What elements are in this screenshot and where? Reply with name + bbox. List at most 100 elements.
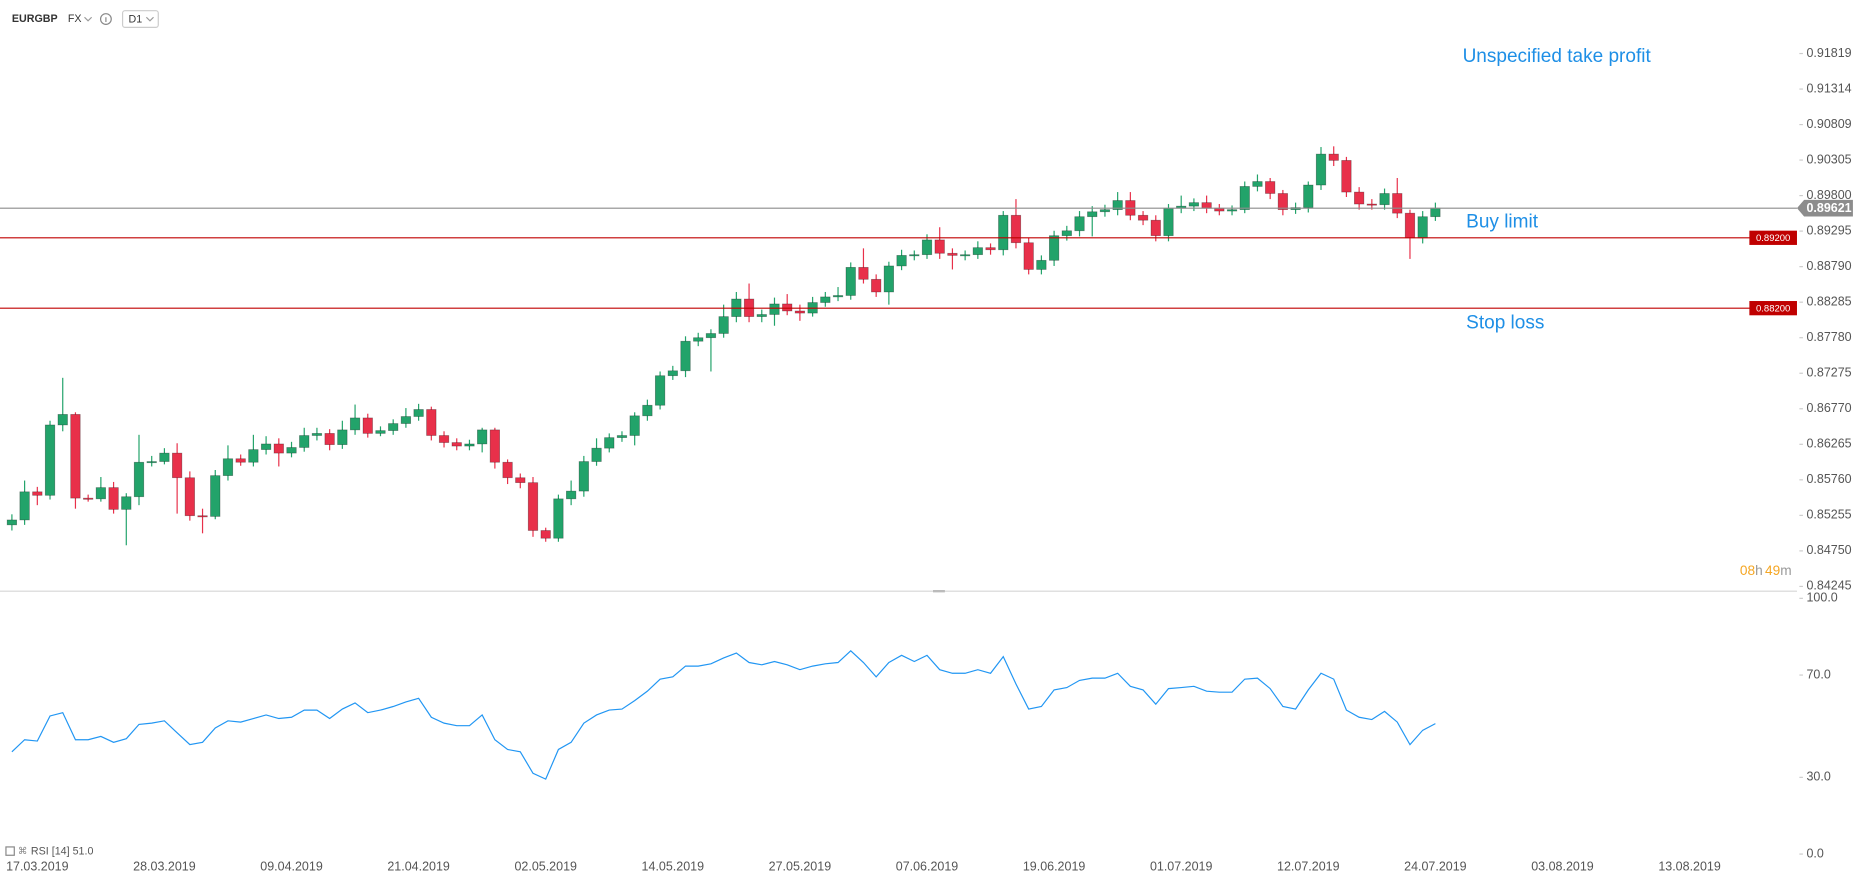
candle-body (616, 435, 628, 438)
candle-body (57, 414, 68, 426)
x-tick-label: 19.06.2019 (1023, 859, 1086, 873)
candle-body (667, 370, 678, 377)
candle-body (1048, 235, 1060, 261)
candle-body (133, 461, 145, 498)
candle-body (1430, 207, 1441, 218)
x-tick-label: 21.04.2019 (387, 859, 450, 873)
candle-body (464, 443, 475, 447)
rsi-line (11, 649, 1436, 780)
candle-body (782, 303, 793, 312)
candle-body (1226, 209, 1238, 212)
candle-body (159, 452, 170, 462)
candle-body (1265, 181, 1276, 194)
candle-body (248, 449, 259, 463)
candle-body (324, 433, 335, 446)
candle-body (1099, 209, 1111, 213)
candle-body (1087, 211, 1098, 218)
y-tick-label: 100.0 (1806, 591, 1837, 605)
candle-body (972, 247, 983, 256)
legend-icon[interactable] (5, 846, 15, 856)
y-tick-label: 0.86770 (1806, 401, 1851, 415)
candle-body (1404, 212, 1416, 239)
x-tick-label: 27.05.2019 (769, 859, 832, 873)
candle-body (934, 239, 945, 254)
candle-body (1277, 193, 1288, 211)
candle-body (1417, 216, 1428, 239)
x-tick-label: 07.06.2019 (896, 859, 959, 873)
candle-body (1188, 202, 1200, 207)
pane-resize-handle[interactable] (933, 590, 945, 593)
candle-body (515, 477, 526, 484)
candle-body (1328, 153, 1339, 161)
toolbar: EURGBP FX D1 (12, 10, 159, 28)
countdown-minutes: 49 (1765, 563, 1780, 578)
candle-body (1379, 193, 1390, 206)
countdown-hours: 08 (1740, 563, 1756, 578)
candle-body (6, 519, 18, 526)
candle-body (184, 477, 195, 517)
candle-body (985, 247, 996, 251)
candle-body (960, 254, 971, 257)
last-price-box (1796, 199, 1853, 217)
candle-body (1137, 214, 1149, 221)
market[interactable]: FX (68, 13, 82, 25)
info-icon[interactable] (99, 13, 112, 25)
candle-body (540, 530, 551, 539)
candle-body (693, 337, 704, 342)
candle-body (95, 487, 106, 500)
x-tick-label: 28.03.2019 (133, 859, 196, 873)
candle-body (1061, 230, 1072, 237)
x-tick-label: 24.07.2019 (1404, 859, 1467, 873)
candle-body (146, 461, 157, 464)
candle-body (286, 447, 297, 454)
timeframe[interactable]: D1 (129, 13, 143, 25)
candle-body (654, 375, 666, 406)
candle-body (235, 458, 246, 463)
countdown-unit: h (1755, 563, 1763, 578)
candle-body (566, 490, 577, 500)
candle-body (375, 430, 386, 434)
candle-body (1201, 202, 1212, 209)
dropdown-icon[interactable] (84, 16, 93, 22)
candle-body (489, 429, 500, 463)
candle-body (44, 424, 56, 496)
candle-body (477, 429, 488, 445)
candle-body (718, 316, 729, 334)
candle-body (222, 458, 234, 476)
candle-body (871, 278, 882, 293)
y-tick-label: 0.91819 (1806, 46, 1851, 60)
candle-body (705, 333, 717, 339)
candle-body (83, 497, 94, 500)
candle-body (629, 415, 640, 436)
candle-body (947, 252, 958, 256)
candle-body (858, 266, 869, 280)
y-tick-label: 0.89295 (1806, 223, 1851, 237)
candle-body (197, 515, 208, 518)
candle-body (769, 303, 780, 315)
candle-body (527, 482, 539, 531)
candle-body (1366, 203, 1377, 206)
dropdown-icon[interactable] (145, 16, 154, 22)
candle-body (1315, 153, 1327, 186)
indicator-value: 51.0 (73, 846, 94, 858)
candle-body (413, 409, 424, 417)
y-tick-label: 0.85760 (1806, 472, 1851, 486)
y-tick-label: 0.0 (1806, 846, 1823, 860)
order-price-label: 0.88200 (1756, 303, 1790, 314)
candle-body (1150, 219, 1161, 237)
candle-body (1112, 200, 1123, 211)
x-tick-label: 12.07.2019 (1277, 859, 1340, 873)
y-tick-label: 0.90809 (1806, 117, 1851, 131)
y-tick-label: 0.87780 (1806, 330, 1851, 344)
candle-body (578, 461, 589, 492)
rsi-legend: ⌘ RSI [14] 51.0 (5, 846, 94, 858)
candle-body (909, 254, 920, 257)
symbol[interactable]: EURGBP (12, 13, 58, 25)
legend-icon[interactable]: ⌘ (18, 846, 28, 857)
candle-body (604, 437, 615, 449)
candle-body (756, 314, 767, 317)
timeframe-box[interactable] (121, 10, 159, 28)
candle-body (426, 409, 437, 436)
candle-body (451, 442, 462, 447)
